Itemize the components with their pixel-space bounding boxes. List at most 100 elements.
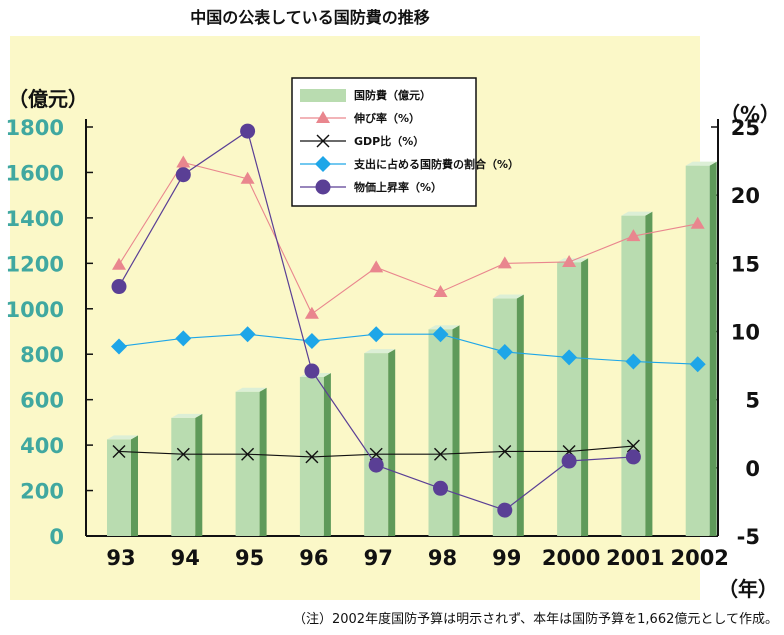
legend-entry: 伸び率（%） (353, 111, 420, 125)
data-point (497, 502, 513, 518)
bar-front (557, 262, 582, 536)
bar (557, 258, 589, 536)
y-right-tick-label: -5 (737, 525, 760, 549)
chart-title: 中国の公表している国防費の推移 (190, 8, 430, 27)
bar-front (235, 391, 260, 536)
y-left-tick-label: 400 (20, 434, 64, 458)
y-left-tick-label: 1000 (6, 298, 64, 322)
line-series-circle (111, 123, 641, 518)
bar-top (621, 211, 653, 216)
data-point (689, 356, 706, 373)
bar-side (516, 294, 524, 536)
bar (107, 435, 138, 536)
bar-top (107, 435, 138, 440)
bar (364, 349, 396, 536)
x-tick-label: 95 (235, 546, 264, 570)
data-point (496, 343, 513, 360)
data-point (625, 449, 641, 465)
data-point (303, 333, 320, 350)
bar-front (364, 353, 389, 536)
data-point (562, 254, 577, 267)
x-axis-label: （年） (718, 577, 778, 601)
data-point (561, 349, 578, 366)
legend-marker (316, 134, 330, 148)
x-tick-label: 2001 (606, 546, 664, 570)
data-point (111, 338, 127, 355)
legend-marker (315, 179, 331, 195)
data-point (369, 260, 384, 273)
data-point (175, 167, 191, 183)
data-point (241, 447, 255, 461)
bar-side (131, 435, 138, 536)
x-tick-label: 94 (171, 546, 200, 570)
y-left-tick-label: 0 (49, 525, 64, 549)
y-right-tick-label: 15 (731, 252, 760, 276)
data-point (112, 257, 126, 270)
y-axis-right-label: （%） (720, 102, 780, 126)
y-right-tick-label: 0 (745, 457, 760, 481)
line-series-triangle (112, 155, 705, 319)
bar-side (581, 258, 589, 536)
legend-swatch-bar (300, 89, 346, 102)
y-left-tick-label: 1200 (6, 252, 64, 276)
axes: 0 200 400 600 800 1000 1200 1400 1600 1800 -5 0 5 10 1… (6, 116, 760, 570)
bar-top (685, 161, 717, 166)
legend-marker (315, 156, 331, 172)
data-point (498, 444, 512, 458)
y-right-tick-label: 25 (731, 116, 760, 140)
data-point (305, 450, 319, 464)
legend: 国防費（億元） 伸び率（%） GDP比（%） 支出に占める国防費の割合（%） 物価上昇率… (291, 77, 519, 207)
legend-entry: GDP比（%） (354, 134, 424, 148)
bar-top (235, 387, 267, 392)
data-point (561, 453, 577, 469)
data-point (112, 444, 126, 458)
x-tick-label: 97 (364, 546, 393, 570)
data-point (240, 123, 256, 139)
bar (621, 211, 653, 536)
data-point (432, 326, 449, 343)
x-tick-label: 96 (299, 546, 328, 570)
bar (171, 413, 203, 536)
x-tick-label: 98 (428, 546, 457, 570)
y-left-tick-label: 1400 (6, 207, 64, 231)
y-right-tick-label: 10 (731, 321, 760, 345)
bar-side (195, 413, 203, 536)
y-left-tick-label: 1600 (6, 161, 64, 185)
series-line (118, 333, 698, 365)
data-point (176, 155, 191, 168)
legend-entry: 支出に占める国防費の割合（%） (353, 157, 519, 171)
data-point (626, 229, 641, 242)
legend-entry: 国防費（億元） (354, 88, 431, 102)
data-point (111, 279, 127, 295)
bar-side (388, 349, 396, 536)
bar-top (492, 294, 524, 299)
data-point (434, 447, 447, 461)
data-point (368, 457, 384, 473)
bar-front (492, 298, 517, 536)
line-series-diamond (111, 326, 706, 373)
bar-front (107, 439, 131, 536)
bar-side (645, 211, 653, 536)
bar-front (428, 329, 453, 536)
bar-front (621, 215, 646, 536)
footnote: （注）2002年度国防予算は明示されず、本年は国防予算を1,662億元として作成… (292, 612, 778, 627)
data-point (433, 284, 448, 297)
axis-labels: （億元） （%） （年） (8, 87, 780, 601)
data-point (690, 216, 705, 229)
x-tick-label: 93 (106, 546, 135, 570)
data-point (368, 326, 385, 343)
y-left-tick-label: 1800 (6, 116, 64, 140)
bar (299, 372, 331, 536)
data-point (625, 353, 642, 370)
bar (235, 387, 267, 536)
x-tick-label: 2002 (670, 546, 728, 570)
x-tick-label: 99 (492, 546, 521, 570)
y-axis-left-label: （億元） (8, 87, 88, 111)
data-point (304, 363, 320, 379)
data-point (175, 330, 192, 347)
bar (492, 294, 524, 536)
data-point (304, 306, 319, 319)
data-point (497, 256, 512, 269)
data-point (239, 326, 256, 343)
